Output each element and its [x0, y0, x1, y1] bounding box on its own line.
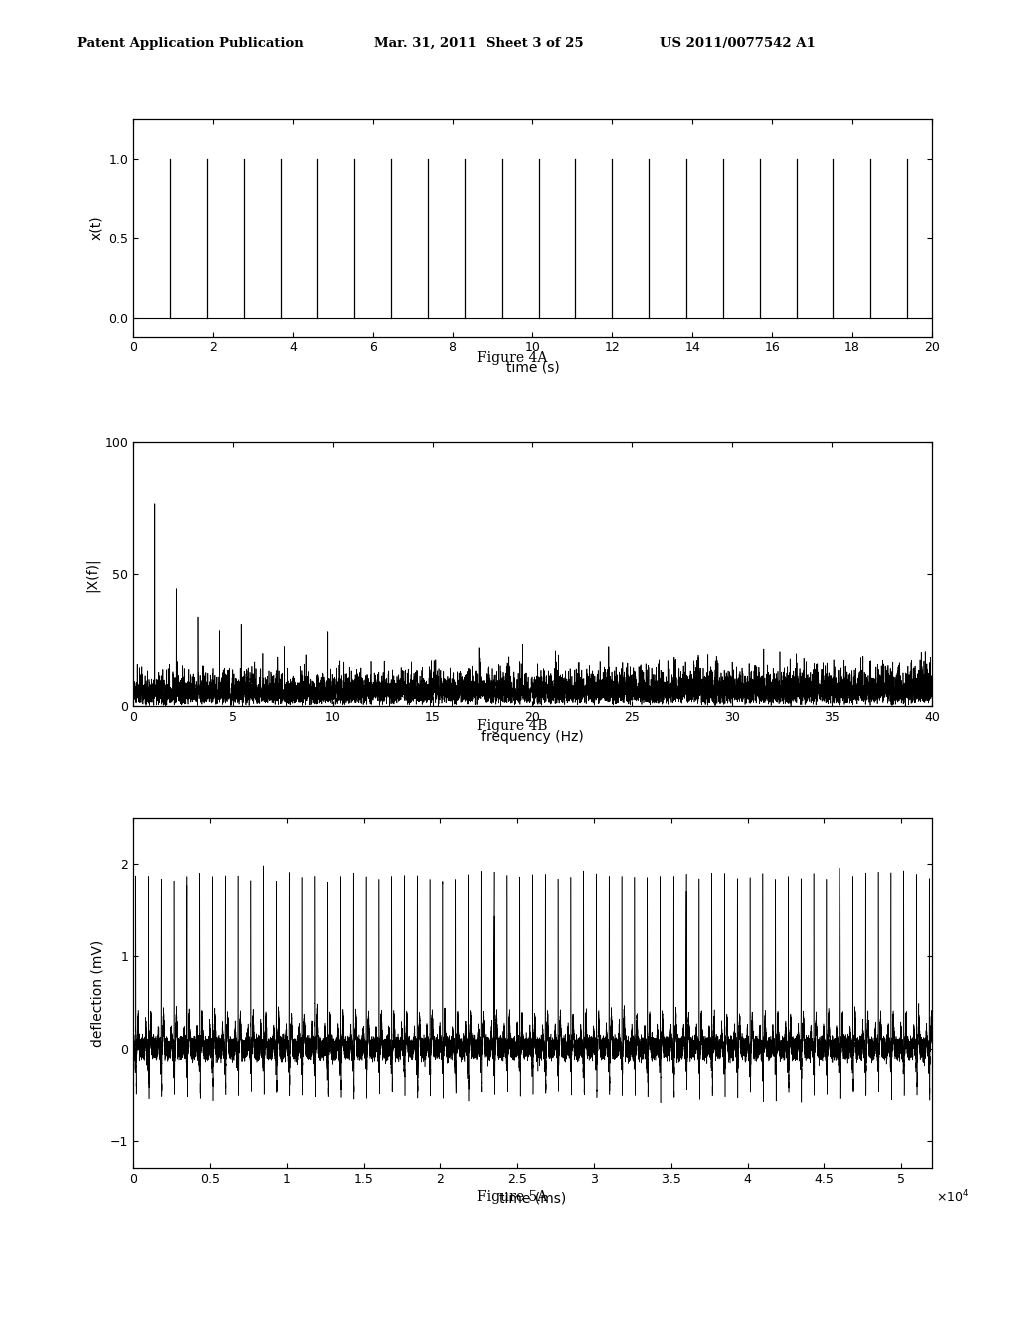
Y-axis label: deflection (mV): deflection (mV): [90, 940, 104, 1047]
X-axis label: time (s): time (s): [506, 360, 559, 374]
X-axis label: time (ms): time (ms): [499, 1192, 566, 1205]
Y-axis label: |X(f)|: |X(f)|: [84, 557, 99, 591]
Text: Patent Application Publication: Patent Application Publication: [77, 37, 303, 50]
Text: $\times 10^{4}$: $\times 10^{4}$: [936, 1189, 970, 1205]
Text: Figure 4A: Figure 4A: [477, 351, 547, 364]
X-axis label: frequency (Hz): frequency (Hz): [481, 730, 584, 743]
Text: Figure 4B: Figure 4B: [477, 719, 547, 733]
Text: US 2011/0077542 A1: US 2011/0077542 A1: [660, 37, 816, 50]
Text: Mar. 31, 2011  Sheet 3 of 25: Mar. 31, 2011 Sheet 3 of 25: [374, 37, 584, 50]
Y-axis label: x(t): x(t): [89, 215, 102, 240]
Text: Figure 5A: Figure 5A: [477, 1191, 547, 1204]
